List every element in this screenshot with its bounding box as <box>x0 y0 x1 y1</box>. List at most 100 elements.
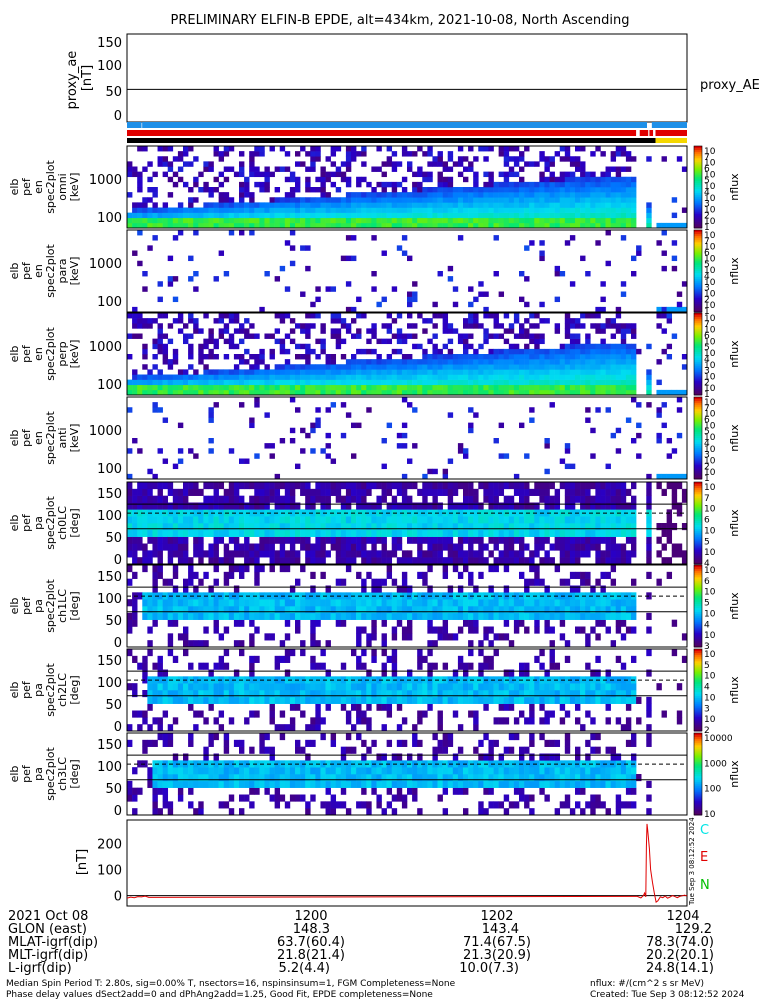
spec-cell <box>432 334 437 339</box>
pa-cell <box>178 613 183 620</box>
spec-cell <box>453 380 458 385</box>
pa-cell <box>519 544 524 551</box>
spec-cell <box>473 156 478 161</box>
spec-cell <box>259 375 264 380</box>
pa-cell <box>463 516 468 523</box>
spec-cell <box>514 197 519 202</box>
spec-cell <box>550 402 555 407</box>
spec-cell <box>616 380 621 385</box>
pa-cell <box>544 537 549 544</box>
spec-cell <box>163 359 168 364</box>
spec-cell <box>509 349 514 354</box>
pa-cell <box>361 613 366 620</box>
pa-cell <box>254 572 259 579</box>
pa-cell <box>341 537 346 544</box>
spec-cell <box>417 146 422 151</box>
pa-cell <box>417 516 422 523</box>
spec-cell <box>488 354 493 359</box>
pa-cell <box>346 697 351 704</box>
pa-cell <box>295 482 300 489</box>
spec-cell <box>539 223 544 228</box>
pa-cell <box>585 640 590 647</box>
pa-cell <box>499 633 504 640</box>
pa-cell <box>611 613 616 620</box>
spec-cell <box>219 192 224 197</box>
pa-cell <box>214 482 219 489</box>
spec-cell <box>346 223 351 228</box>
colorbar-pa-0-tick: 10 <box>704 483 716 493</box>
pa-cell <box>504 620 509 627</box>
spec-cell <box>565 344 570 349</box>
spec-cell <box>356 369 361 374</box>
pa-cell <box>453 489 458 496</box>
pa-cell <box>448 544 453 551</box>
pa-cell <box>376 704 381 711</box>
spec-cell <box>356 349 361 354</box>
pa-cell <box>351 496 356 503</box>
spec-cell <box>259 349 264 354</box>
spec-cell <box>203 369 208 374</box>
pa-cell <box>667 537 672 544</box>
pa-cell <box>310 557 315 564</box>
spec-cell <box>173 359 178 364</box>
spec-cell <box>285 364 290 369</box>
spec-cell <box>356 385 361 390</box>
spec-cell <box>412 187 417 192</box>
spec-cell <box>438 182 443 187</box>
pa-cell <box>132 599 137 606</box>
pa-cell <box>504 516 509 523</box>
spec-cell <box>483 292 488 297</box>
pa-cell <box>208 503 213 510</box>
spec-cell <box>570 344 575 349</box>
spec-cell <box>219 218 224 223</box>
spec-cell <box>158 407 163 412</box>
pa-cell <box>565 640 570 647</box>
spec-cell <box>275 218 280 223</box>
pa-cell <box>341 683 346 690</box>
pa-cell <box>488 496 493 503</box>
spec-cell <box>224 328 229 333</box>
pa-cell <box>499 503 504 510</box>
pa-cell <box>280 711 285 718</box>
spec-cell <box>621 344 626 349</box>
pa-cell <box>611 503 616 510</box>
pa-cell <box>514 599 519 606</box>
pa-cell <box>432 599 437 606</box>
pa-cell <box>264 633 269 640</box>
pa-cell <box>519 516 524 523</box>
pa-cell <box>662 557 667 564</box>
spec-cell <box>468 380 473 385</box>
spec-cell <box>193 218 198 223</box>
spec-cell <box>443 344 448 349</box>
spec-cell <box>280 380 285 385</box>
spec-cell <box>646 375 651 380</box>
spec-cell <box>468 218 473 223</box>
spec-cell <box>188 364 193 369</box>
pa-cell <box>275 503 280 510</box>
pa-cell <box>473 496 478 503</box>
spec-cell <box>305 328 310 333</box>
spec-cell <box>453 286 458 291</box>
pa-cell <box>371 627 376 634</box>
pa-cell <box>300 516 305 523</box>
spec-cell <box>616 208 621 213</box>
pa-cell <box>366 717 371 724</box>
spec-cell <box>397 161 402 166</box>
spec-cell <box>483 192 488 197</box>
spec-cell <box>198 187 203 192</box>
pa-cell <box>473 627 478 634</box>
pa-cell <box>443 620 448 627</box>
spec-cell <box>478 390 483 395</box>
pa-cell <box>600 572 605 579</box>
pa-cell <box>606 557 611 564</box>
pa-cell <box>259 496 264 503</box>
spec-cell <box>407 197 412 202</box>
spec-cell <box>259 385 264 390</box>
pa-cell <box>280 724 285 731</box>
pa-cell <box>534 489 539 496</box>
spec-cell <box>443 161 448 166</box>
spec-cell <box>300 375 305 380</box>
pa-cell <box>168 613 173 620</box>
spec-cell <box>626 380 631 385</box>
spec-cell <box>570 364 575 369</box>
